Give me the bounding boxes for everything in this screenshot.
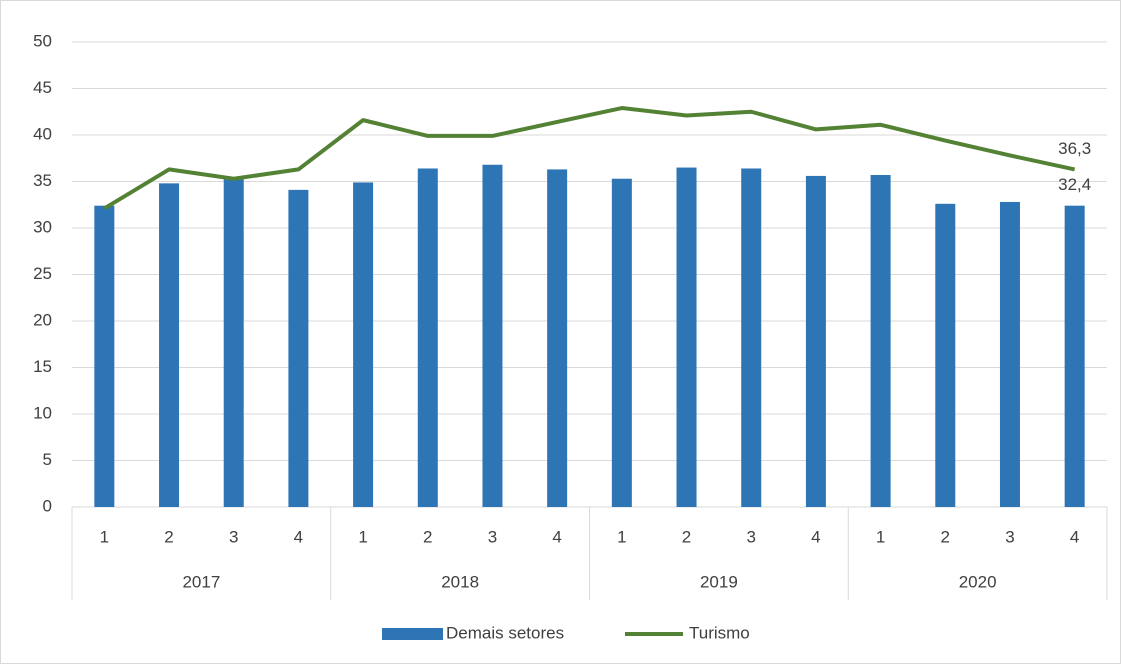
x-tick-label: 1 bbox=[617, 527, 626, 546]
x-tick-label: 1 bbox=[100, 527, 109, 546]
x-tick-label: 4 bbox=[294, 527, 303, 546]
y-tick-label: 45 bbox=[33, 78, 52, 97]
x-tick-label: 4 bbox=[811, 527, 820, 546]
group-label: 2017 bbox=[182, 572, 220, 591]
bar bbox=[1064, 205, 1085, 507]
legend-swatch bbox=[382, 628, 443, 640]
bar bbox=[159, 183, 180, 508]
x-tick-label: 2 bbox=[941, 527, 950, 546]
x-tick-label: 3 bbox=[1005, 527, 1014, 546]
x-tick-label: 4 bbox=[1070, 527, 1079, 546]
x-tick-label: 2 bbox=[423, 527, 432, 546]
x-tick-label: 1 bbox=[358, 527, 367, 546]
bar bbox=[353, 182, 374, 507]
bar bbox=[935, 203, 956, 507]
bar bbox=[999, 201, 1020, 507]
y-tick-label: 15 bbox=[33, 357, 52, 376]
y-tick-label: 25 bbox=[33, 264, 52, 283]
bar bbox=[611, 178, 632, 507]
line bbox=[103, 106, 1076, 211]
bar bbox=[223, 177, 244, 507]
bar bbox=[741, 168, 762, 508]
x-tick-label: 2 bbox=[682, 527, 691, 546]
group-label: 2018 bbox=[441, 572, 479, 591]
bar bbox=[676, 167, 697, 508]
y-tick-label: 10 bbox=[33, 403, 52, 422]
x-tick-label: 3 bbox=[229, 527, 238, 546]
x-tick-label: 2 bbox=[164, 527, 173, 546]
group-label: 2020 bbox=[959, 572, 997, 591]
data-label: 36,3 bbox=[1058, 139, 1091, 158]
bar bbox=[547, 169, 568, 507]
x-tick-label: 1 bbox=[876, 527, 885, 546]
bar bbox=[288, 189, 309, 507]
bar bbox=[94, 205, 115, 507]
legend-label: Turismo bbox=[689, 623, 750, 642]
bar bbox=[805, 175, 826, 508]
group-label: 2019 bbox=[700, 572, 738, 591]
x-tick-label: 3 bbox=[488, 527, 497, 546]
legend-label: Demais setores bbox=[446, 623, 564, 642]
y-tick-label: 30 bbox=[33, 217, 52, 236]
x-tick-label: 4 bbox=[552, 527, 561, 546]
y-tick-label: 50 bbox=[33, 31, 52, 50]
y-tick-label: 0 bbox=[43, 496, 52, 515]
data-label: 32,4 bbox=[1058, 175, 1091, 194]
x-tick-label: 3 bbox=[746, 527, 755, 546]
y-tick-label: 20 bbox=[33, 310, 52, 329]
bar bbox=[417, 168, 438, 508]
y-tick-label: 40 bbox=[33, 124, 52, 143]
y-tick-label: 5 bbox=[43, 450, 52, 469]
bar bbox=[482, 164, 503, 507]
bar bbox=[870, 174, 891, 508]
y-tick-label: 35 bbox=[33, 171, 52, 190]
